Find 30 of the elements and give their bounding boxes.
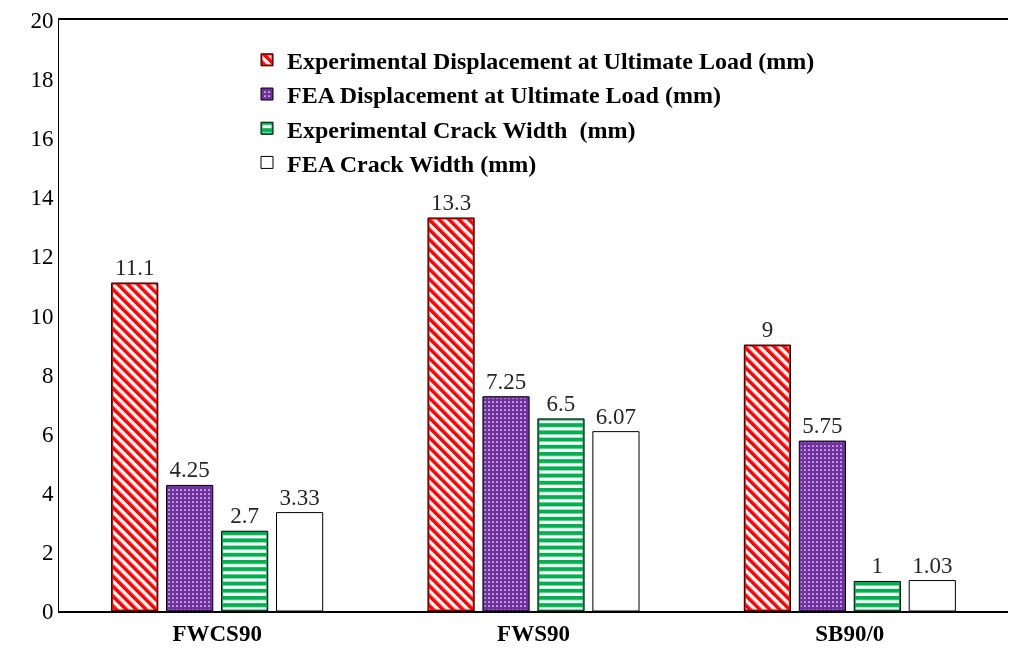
y-tick-label: 16 xyxy=(30,126,54,152)
data-label: 6.5 xyxy=(546,390,576,416)
y-tick-label: 0 xyxy=(41,599,54,625)
y-tick-label: 18 xyxy=(30,67,54,93)
x-tick-label: FWS90 xyxy=(497,620,570,646)
data-label: 5.75 xyxy=(802,413,843,439)
data-label: 1 xyxy=(871,553,884,579)
data-label: 3.33 xyxy=(279,484,320,510)
y-tick-label: 4 xyxy=(41,480,54,506)
data-label: 9 xyxy=(761,317,774,343)
data-label: 1.03 xyxy=(912,552,953,578)
data-label: 7.25 xyxy=(485,368,527,394)
data-label: 13.3 xyxy=(430,189,472,215)
x-tick-label: SB90/0 xyxy=(815,620,885,646)
y-tick-label: 14 xyxy=(30,185,54,211)
legend-label: Experimental Crack Width (mm) xyxy=(287,116,636,143)
y-tick-label: 8 xyxy=(41,362,54,388)
y-tick-label: 12 xyxy=(30,244,54,270)
data-label: 11.1 xyxy=(115,255,155,280)
legend-label: FEA Crack Width (mm) xyxy=(287,150,537,177)
x-tick-label: FWCS90 xyxy=(172,620,262,646)
legend-label: FEA Displacement at Ultimate Load (mm) xyxy=(287,82,721,109)
y-tick-label: 6 xyxy=(41,421,54,447)
y-tick-label: 20 xyxy=(30,8,54,34)
legend-label: Experimental Displacement at Ultimate Load (mm) xyxy=(287,48,815,75)
data-label: 4.25 xyxy=(169,457,210,483)
y-tick-label: 10 xyxy=(30,303,54,329)
data-label: 6.07 xyxy=(595,403,637,429)
y-tick-label: 2 xyxy=(41,539,54,565)
data-label: 2.7 xyxy=(230,503,260,529)
